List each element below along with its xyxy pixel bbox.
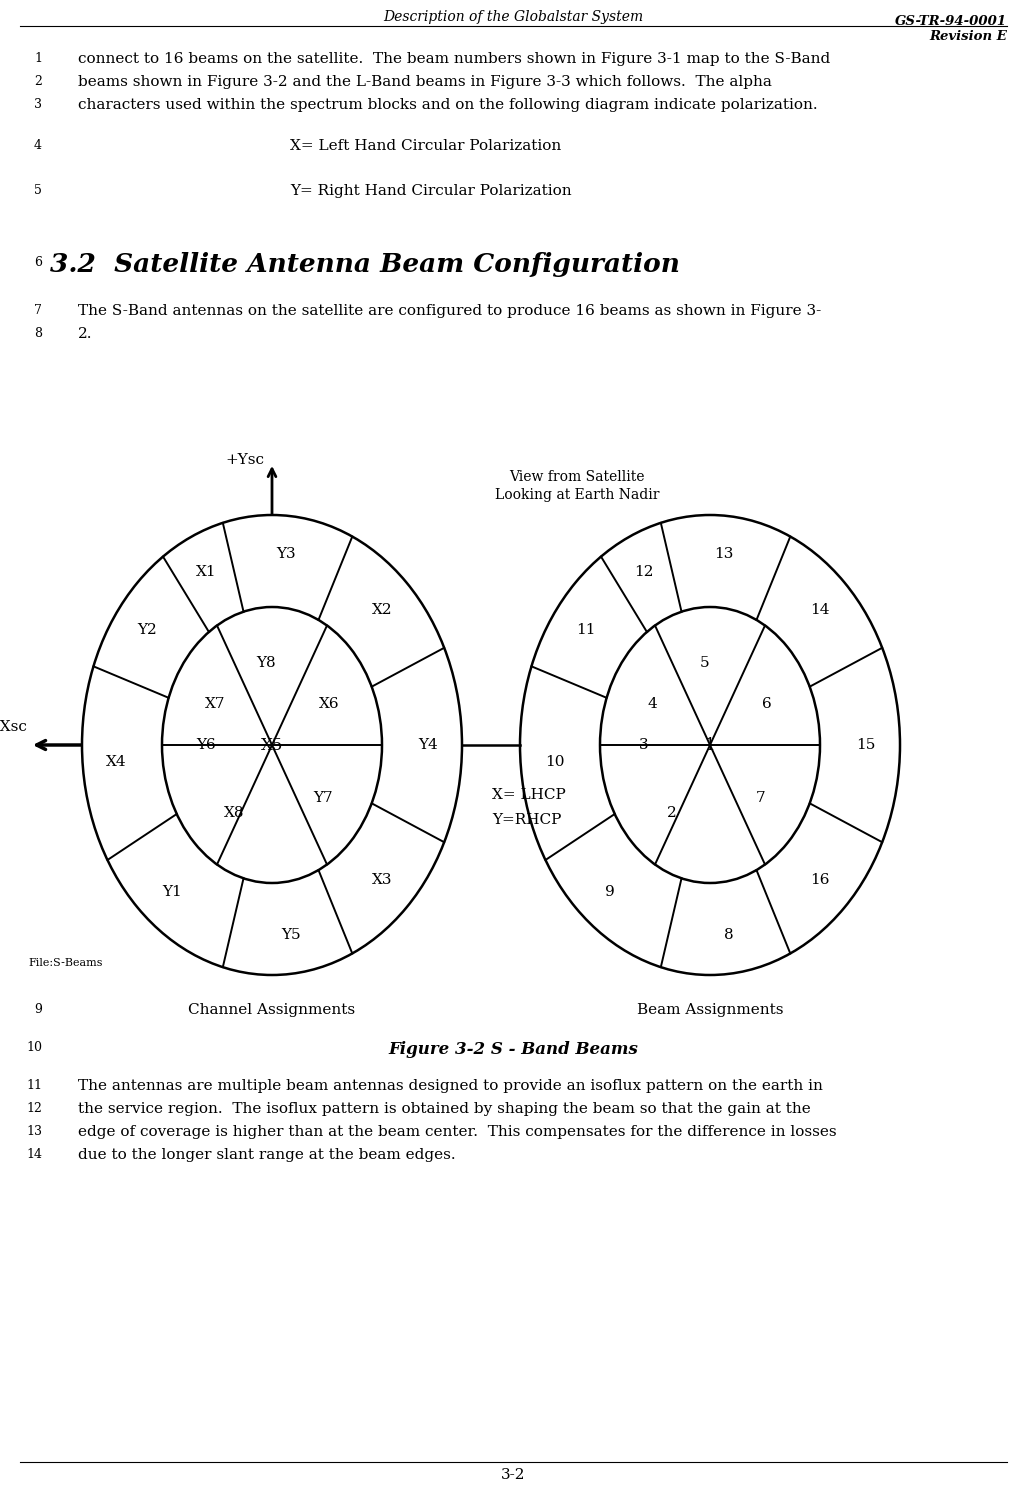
Text: Revision E: Revision E: [929, 30, 1007, 43]
Text: 6: 6: [34, 255, 42, 269]
Text: Y8: Y8: [257, 655, 276, 669]
Text: 9: 9: [605, 884, 614, 899]
Text: Y6: Y6: [196, 738, 216, 752]
Text: X4: X4: [106, 754, 127, 769]
Text: X= Left Hand Circular Polarization: X= Left Hand Circular Polarization: [290, 139, 561, 152]
Text: edge of coverage is higher than at the beam center.  This compensates for the di: edge of coverage is higher than at the b…: [78, 1126, 837, 1139]
Text: Y1: Y1: [162, 884, 182, 899]
Text: File:S-Beams: File:S-Beams: [28, 959, 103, 967]
Text: 13: 13: [714, 548, 733, 561]
Text: X= LHCP: X= LHCP: [492, 788, 566, 802]
Text: 4: 4: [34, 139, 42, 152]
Text: Figure 3-2 S - Band Beams: Figure 3-2 S - Band Beams: [388, 1041, 638, 1059]
Text: 3: 3: [639, 738, 649, 752]
Text: Y= Right Hand Circular Polarization: Y= Right Hand Circular Polarization: [290, 184, 572, 199]
Text: +Xsc: +Xsc: [0, 720, 27, 735]
Text: Y2: Y2: [138, 623, 157, 638]
Text: 1: 1: [34, 52, 42, 66]
Text: beams shown in Figure 3-2 and the L-Band beams in Figure 3-3 which follows.  The: beams shown in Figure 3-2 and the L-Band…: [78, 75, 772, 90]
Text: 7: 7: [34, 305, 42, 317]
Text: 3: 3: [34, 99, 42, 110]
Text: Y=RHCP: Y=RHCP: [492, 814, 562, 827]
Text: 9: 9: [34, 1003, 42, 1017]
Text: 11: 11: [576, 623, 596, 638]
Text: 12: 12: [26, 1102, 42, 1115]
Text: 5: 5: [699, 655, 709, 669]
Text: the service region.  The isoflux pattern is obtained by shaping the beam so that: the service region. The isoflux pattern …: [78, 1102, 810, 1115]
Text: X8: X8: [224, 806, 244, 820]
Text: 7: 7: [756, 791, 765, 805]
Text: 8: 8: [724, 929, 734, 942]
Text: Y7: Y7: [313, 791, 333, 805]
Text: 2.: 2.: [78, 327, 92, 340]
Text: 4: 4: [648, 697, 657, 711]
Text: 15: 15: [857, 738, 876, 752]
Text: 6: 6: [762, 697, 772, 711]
Text: 1: 1: [705, 736, 716, 754]
Text: 8: 8: [34, 327, 42, 340]
Text: Y5: Y5: [281, 929, 301, 942]
Text: Looking at Earth Nadir: Looking at Earth Nadir: [495, 488, 659, 502]
Text: X2: X2: [372, 603, 392, 617]
Text: 11: 11: [26, 1079, 42, 1091]
Text: 10: 10: [545, 754, 565, 769]
Text: Beam Assignments: Beam Assignments: [637, 1003, 784, 1017]
Text: Description of the Globalstar System: Description of the Globalstar System: [383, 10, 643, 24]
Text: X3: X3: [372, 873, 392, 887]
Text: X1: X1: [196, 564, 217, 579]
Text: 3.2  Satellite Antenna Beam Configuration: 3.2 Satellite Antenna Beam Configuration: [50, 252, 680, 278]
Text: characters used within the spectrum blocks and on the following diagram indicate: characters used within the spectrum bloc…: [78, 99, 817, 112]
Text: connect to 16 beams on the satellite.  The beam numbers shown in Figure 3-1 map : connect to 16 beams on the satellite. Th…: [78, 52, 830, 66]
Text: X5: X5: [261, 736, 283, 754]
Text: +Ysc: +Ysc: [225, 452, 264, 467]
Text: Y4: Y4: [418, 738, 438, 752]
Text: 3-2: 3-2: [501, 1468, 525, 1483]
Text: 12: 12: [635, 564, 654, 579]
Text: 13: 13: [26, 1126, 42, 1138]
Text: due to the longer slant range at the beam edges.: due to the longer slant range at the bea…: [78, 1148, 456, 1162]
Text: 14: 14: [810, 603, 830, 617]
Text: The antennas are multiple beam antennas designed to provide an isoflux pattern o: The antennas are multiple beam antennas …: [78, 1079, 823, 1093]
Text: Channel Assignments: Channel Assignments: [188, 1003, 355, 1017]
Text: 2: 2: [668, 806, 677, 820]
Text: 14: 14: [26, 1148, 42, 1162]
Text: X7: X7: [204, 697, 225, 711]
Text: The S-Band antennas on the satellite are configured to produce 16 beams as shown: The S-Band antennas on the satellite are…: [78, 305, 822, 318]
Text: Y3: Y3: [276, 548, 296, 561]
Text: GS-TR-94-0001: GS-TR-94-0001: [895, 15, 1007, 28]
Text: 16: 16: [810, 873, 830, 887]
Text: 5: 5: [34, 184, 42, 197]
Text: 2: 2: [34, 75, 42, 88]
Text: 10: 10: [26, 1041, 42, 1054]
Text: X6: X6: [318, 697, 340, 711]
Text: View from Satellite: View from Satellite: [509, 470, 645, 484]
